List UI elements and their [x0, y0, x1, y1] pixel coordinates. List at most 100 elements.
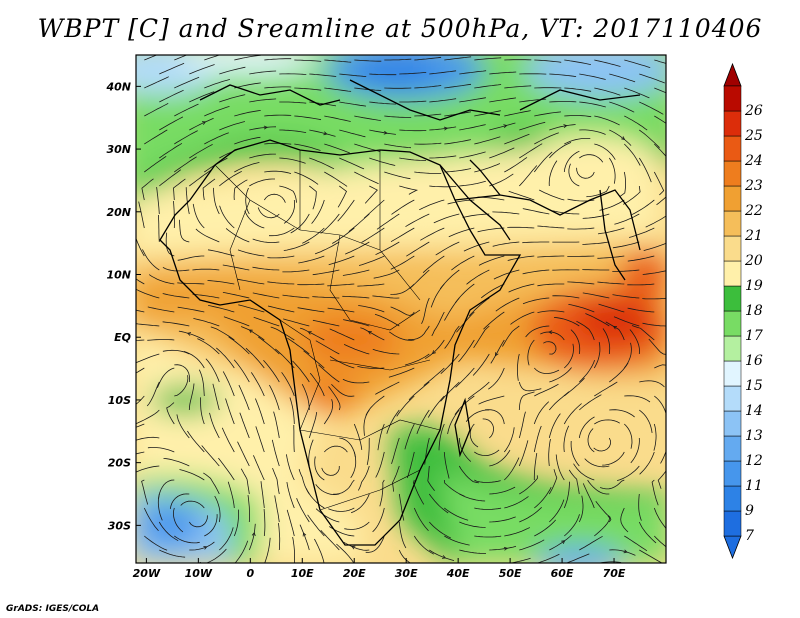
wbpt-shaded-field	[136, 55, 692, 565]
streamline	[519, 507, 542, 523]
streamline	[669, 550, 692, 565]
streamline	[297, 283, 325, 286]
streamline-arrow	[263, 125, 268, 130]
streamline	[396, 395, 415, 417]
streamline	[563, 150, 580, 173]
streamline	[257, 207, 280, 219]
streamline	[225, 228, 250, 243]
streamline	[642, 270, 666, 275]
lat-tick-label: 20N	[106, 206, 131, 219]
streamline	[157, 367, 175, 388]
streamline	[136, 237, 145, 257]
streamline	[595, 500, 612, 523]
streamline	[205, 358, 220, 383]
streamline	[613, 316, 640, 327]
streamline	[159, 62, 185, 75]
streamline	[198, 369, 205, 397]
streamline	[639, 451, 655, 475]
streamline	[537, 225, 565, 229]
streamline	[267, 255, 295, 259]
colorbar-swatch	[723, 85, 742, 112]
streamline	[188, 383, 195, 411]
streamline	[518, 381, 542, 392]
streamline	[234, 82, 261, 89]
streamline	[485, 409, 505, 425]
streamline	[169, 493, 190, 509]
streamline	[519, 165, 538, 187]
streamline	[656, 196, 666, 206]
colorbar-label: 17	[745, 328, 763, 344]
streamline	[293, 425, 295, 453]
streamline	[429, 521, 451, 539]
streamline	[582, 292, 610, 299]
streamline	[435, 241, 460, 256]
streamline	[312, 319, 340, 327]
streamline	[576, 320, 595, 341]
streamline	[516, 353, 520, 381]
streamline	[176, 414, 190, 439]
streamline	[250, 372, 265, 397]
streamline	[249, 178, 275, 187]
streamline	[173, 200, 175, 229]
streamline	[587, 428, 595, 453]
streamline	[533, 151, 553, 173]
streamline	[328, 507, 355, 512]
streamline	[643, 242, 666, 251]
streamline	[390, 283, 415, 295]
streamline	[619, 171, 627, 197]
streamline	[642, 322, 666, 327]
streamline	[459, 70, 487, 75]
streamline	[669, 494, 684, 517]
streamline	[468, 297, 490, 317]
streamline	[294, 143, 321, 151]
streamline	[207, 280, 235, 285]
streamline	[384, 171, 411, 180]
streamline	[390, 255, 415, 270]
streamline	[433, 213, 460, 224]
streamline	[489, 147, 515, 159]
streamline	[204, 132, 229, 145]
streamline	[273, 411, 280, 439]
streamline	[631, 325, 655, 341]
streamline-arrow	[323, 131, 328, 136]
streamline	[269, 384, 280, 411]
lat-tick-label: 10N	[106, 269, 131, 282]
colorbar-swatch	[723, 285, 742, 312]
streamline-arrow	[302, 532, 307, 537]
streamline	[438, 423, 445, 451]
streamline	[240, 468, 250, 495]
streamline	[136, 339, 145, 341]
streamline	[447, 409, 460, 435]
streamline	[609, 362, 629, 383]
streamline	[423, 367, 445, 386]
streamline	[290, 213, 310, 234]
streamline-arrow	[563, 124, 568, 129]
streamline	[192, 293, 220, 299]
streamline	[466, 269, 490, 285]
colorbar-label: 21	[744, 228, 763, 244]
streamline	[444, 297, 460, 321]
streamline	[504, 527, 530, 537]
colorbar-label: 13	[745, 428, 763, 444]
streamline	[585, 313, 610, 327]
streamline	[522, 208, 550, 215]
streamline	[183, 351, 205, 369]
streamline	[308, 439, 314, 467]
streamline	[159, 116, 184, 131]
streamline	[156, 187, 160, 215]
streamline	[459, 180, 486, 187]
streamline	[539, 189, 565, 201]
lat-tick-label: 30S	[108, 519, 131, 532]
streamline	[462, 213, 490, 218]
streamline	[292, 537, 295, 563]
country-borders	[214, 150, 441, 511]
streamline	[474, 535, 502, 538]
streamline	[623, 185, 641, 205]
streamline	[329, 356, 355, 369]
streamline	[624, 143, 641, 166]
streamline	[386, 409, 400, 434]
streamline	[399, 100, 427, 103]
colorbar-max-arrow	[723, 62, 742, 87]
streamline	[504, 496, 529, 509]
streamline	[376, 213, 400, 230]
